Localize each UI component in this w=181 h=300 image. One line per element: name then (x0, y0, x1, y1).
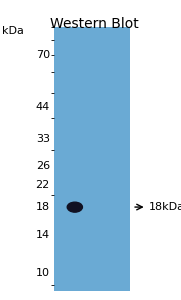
Text: 14: 14 (36, 230, 50, 240)
Text: kDa: kDa (2, 26, 24, 35)
Ellipse shape (67, 202, 82, 212)
Text: 18: 18 (36, 202, 50, 212)
Text: Western Blot: Western Blot (50, 16, 138, 31)
Text: 70: 70 (36, 50, 50, 60)
Text: 44: 44 (35, 102, 50, 112)
Text: 26: 26 (36, 161, 50, 171)
Text: 18kDa: 18kDa (148, 202, 181, 212)
Text: 22: 22 (35, 180, 50, 190)
Text: 10: 10 (36, 268, 50, 278)
Text: 33: 33 (36, 134, 50, 144)
